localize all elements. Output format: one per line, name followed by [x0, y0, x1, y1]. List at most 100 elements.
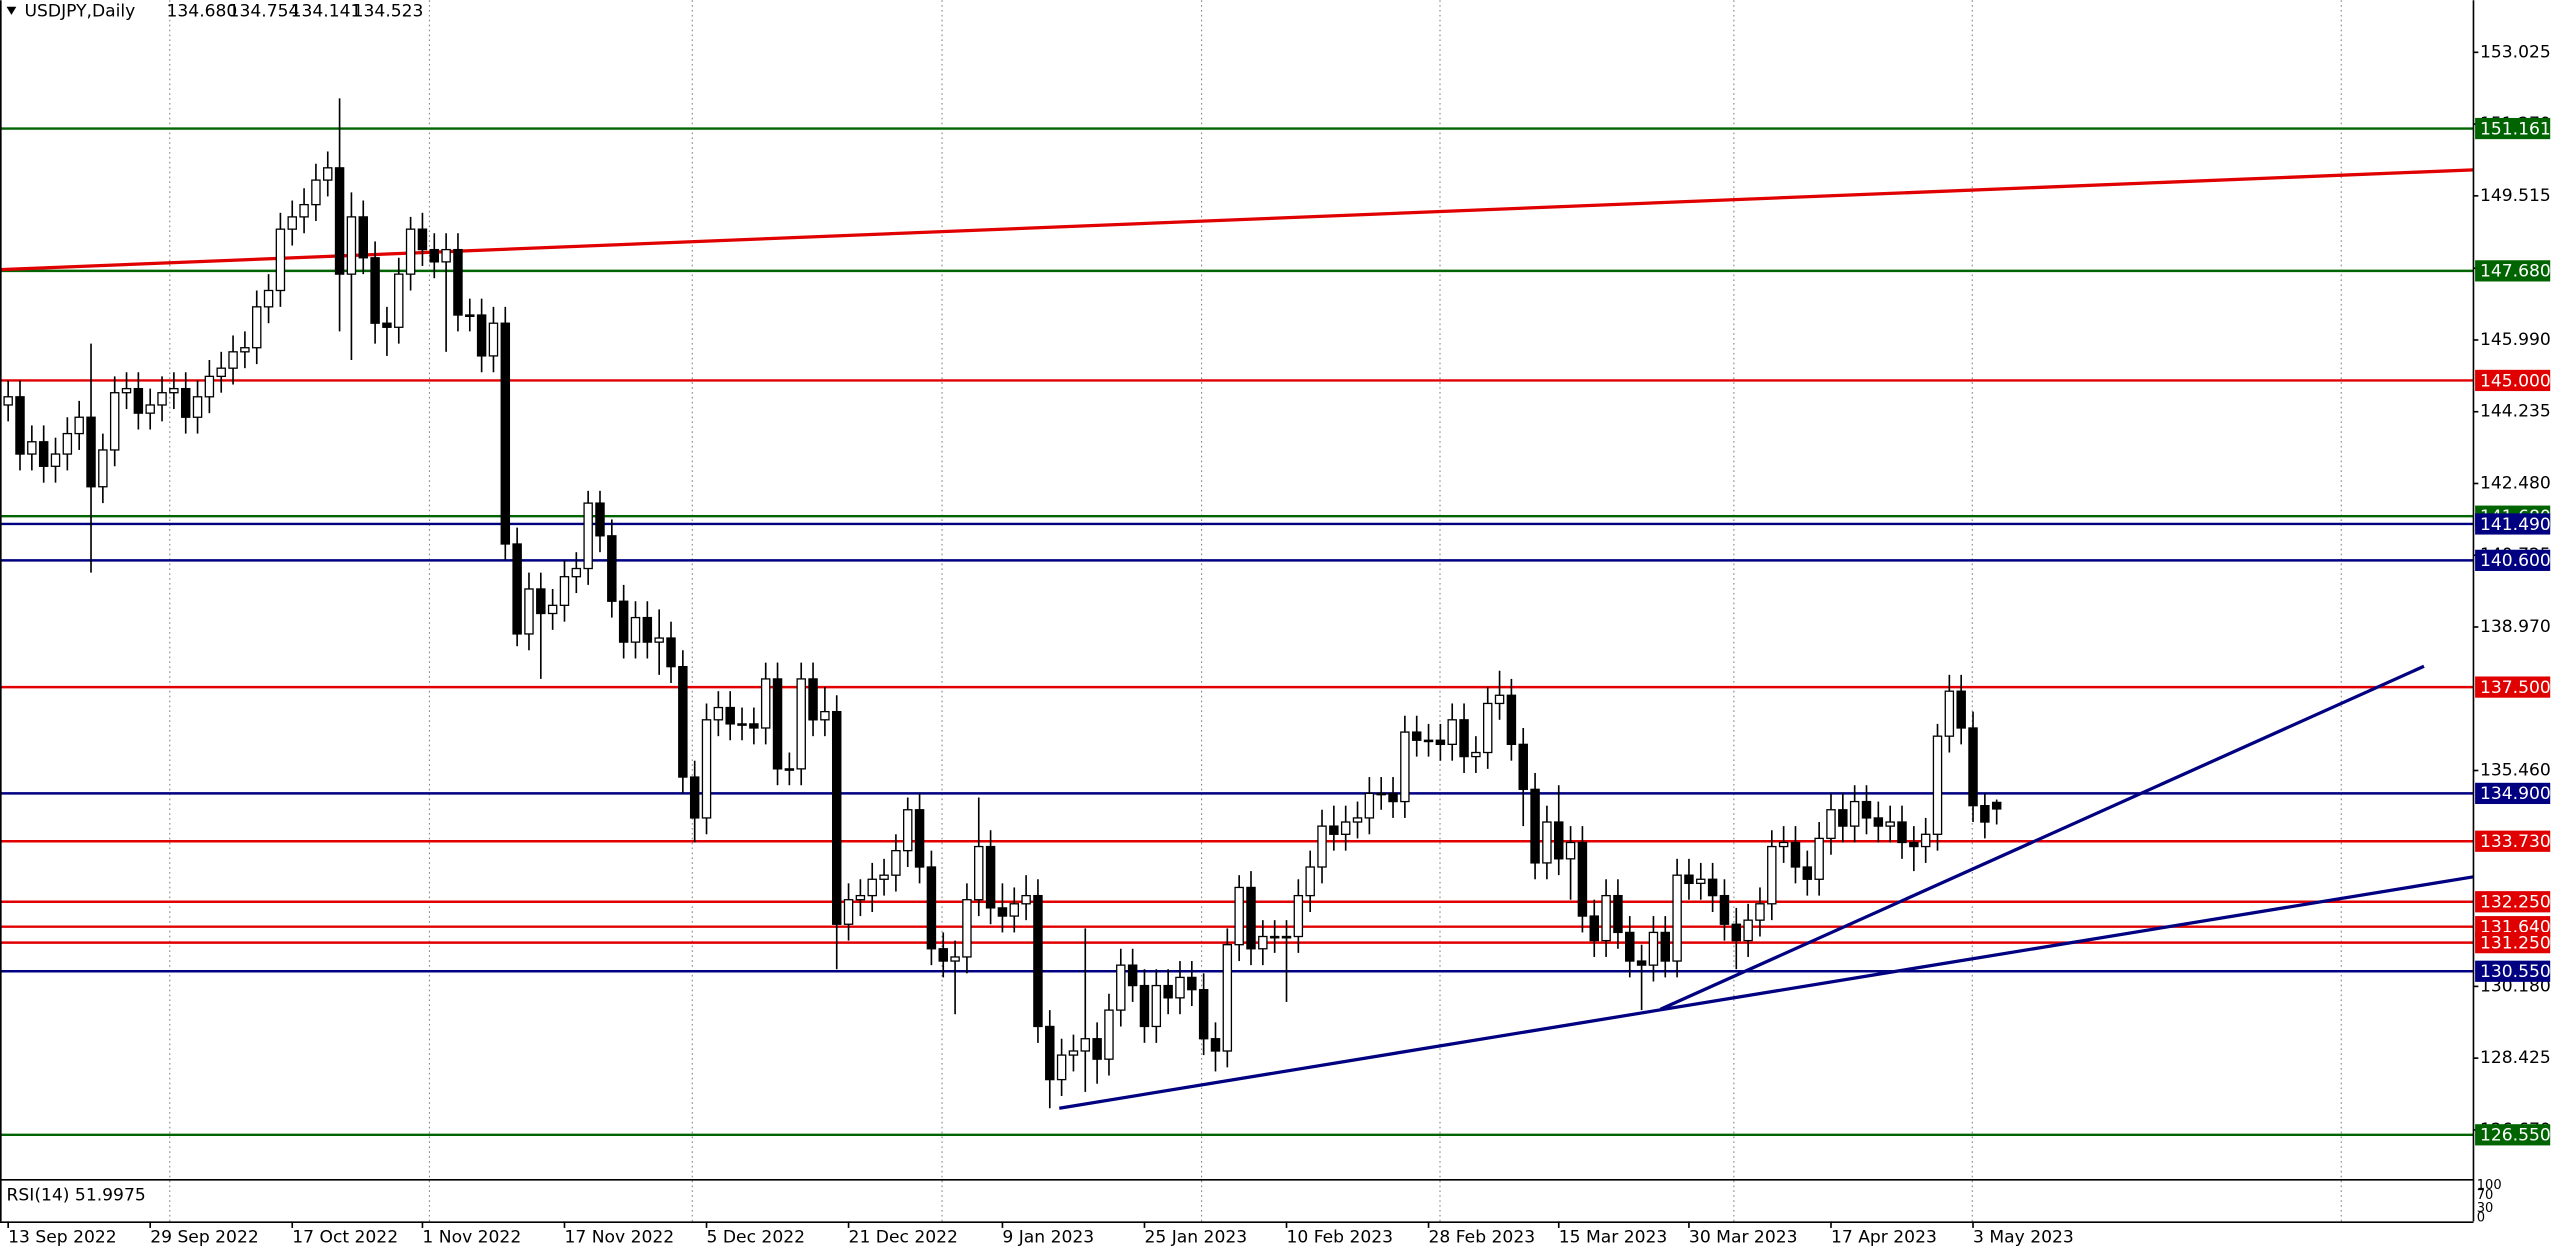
- candle-body: [749, 723, 759, 729]
- candle-body: [216, 367, 226, 378]
- y-tick-label: 128.425: [2480, 1048, 2551, 1068]
- candle-body: [1731, 923, 1742, 942]
- x-tick-label: 29 Sep 2022: [150, 1228, 259, 1248]
- candle-body: [1719, 894, 1730, 925]
- candle-body: [820, 710, 830, 721]
- candle-body: [38, 441, 49, 467]
- candle-body: [1707, 878, 1718, 897]
- x-tick-label: 17 Apr 2023: [1831, 1228, 1937, 1248]
- y-tick-label: 135.460: [2480, 761, 2551, 781]
- candle-body: [607, 535, 617, 602]
- candle-body: [974, 845, 984, 901]
- x-tick-label: 15 Mar 2023: [1559, 1228, 1668, 1248]
- level-label-box: [2475, 117, 2551, 140]
- candle-body: [311, 179, 321, 206]
- candle-body: [1234, 886, 1244, 946]
- x-tick-label: 30 Mar 2023: [1689, 1228, 1798, 1248]
- rsi-label: RSI(14) 51.9975: [7, 1185, 146, 1205]
- candle-body: [27, 441, 37, 455]
- candle-body: [559, 576, 570, 606]
- candle-body: [772, 678, 783, 770]
- candle-body: [1305, 866, 1315, 897]
- y-tick-label: 153.025: [2480, 42, 2551, 62]
- candle-body: [1116, 964, 1126, 1011]
- candle-body: [1814, 837, 1824, 880]
- candle-body: [950, 956, 960, 962]
- candle-body: [784, 768, 795, 771]
- candle-body: [547, 604, 558, 615]
- candle-body: [1222, 944, 1233, 1052]
- candle-body: [1340, 821, 1351, 835]
- y-tick-label: 149.515: [2480, 186, 2551, 206]
- candle-body: [1530, 788, 1540, 864]
- candle-body: [1873, 817, 1884, 827]
- y-tick-label: 138.970: [2480, 617, 2551, 637]
- level-label: 132.250: [2480, 893, 2551, 913]
- candle-body: [938, 948, 948, 962]
- candle-body: [1636, 960, 1647, 966]
- candle-body: [678, 666, 688, 778]
- candle-body: [370, 257, 380, 324]
- candle-body: [488, 322, 499, 357]
- candle-body: [536, 588, 546, 615]
- candle-body: [1423, 739, 1434, 743]
- candle-body: [1198, 989, 1209, 1040]
- candle-body: [879, 874, 889, 880]
- candle-body: [500, 322, 511, 545]
- candle-body: [74, 416, 84, 435]
- x-tick-label: 21 Dec 2022: [849, 1228, 958, 1248]
- x-tick-label: 3 May 2023: [1973, 1228, 2074, 1248]
- candle-body: [737, 723, 747, 726]
- candle-body: [86, 416, 96, 488]
- candle-body: [1293, 894, 1304, 938]
- candle-body: [98, 449, 108, 488]
- candle-body: [405, 228, 416, 275]
- x-tick-label: 17 Oct 2022: [292, 1228, 398, 1248]
- candle-body: [1187, 976, 1197, 991]
- level-label: 133.730: [2480, 832, 2551, 852]
- level-label: 134.900: [2480, 784, 2551, 804]
- candle-body: [287, 216, 297, 230]
- candle-body: [843, 899, 854, 925]
- level-label-box: [2475, 830, 2551, 852]
- candle-body: [962, 899, 972, 958]
- candle-body: [997, 907, 1008, 917]
- candle-body: [1033, 894, 1043, 1028]
- candle-body: [1127, 964, 1138, 987]
- candle-body: [1021, 894, 1031, 905]
- candle-body: [1897, 821, 1907, 844]
- candle-body: [358, 216, 368, 259]
- header-low: 134.141: [291, 2, 362, 22]
- candle-body: [1767, 845, 1777, 905]
- x-tick-label: 17 Nov 2022: [564, 1228, 674, 1248]
- candle-body: [571, 567, 582, 578]
- candle-body: [1625, 931, 1635, 962]
- candle-body: [1092, 1038, 1102, 1060]
- candle-body: [1956, 690, 1966, 729]
- candle-body: [1577, 841, 1588, 917]
- candle-body: [1068, 1050, 1079, 1056]
- candle-body: [1826, 809, 1836, 840]
- candle-body: [299, 203, 309, 218]
- rsi-tick-label: 30: [2477, 1201, 2494, 1216]
- candle-body: [382, 322, 392, 328]
- candle-body: [109, 392, 120, 451]
- candle-body: [1696, 878, 1706, 885]
- candle-body: [642, 616, 653, 643]
- candle-body: [1163, 984, 1173, 999]
- symbol-label: USDJPY,Daily: [24, 2, 135, 22]
- candle-body: [465, 314, 475, 317]
- candle-body: [903, 809, 913, 852]
- candle-body: [1080, 1038, 1091, 1052]
- candle-body: [429, 248, 440, 263]
- candle-body: [1400, 731, 1410, 803]
- candle-body: [204, 375, 215, 398]
- level-label-box: [2475, 513, 2551, 535]
- candle-body: [1494, 694, 1505, 705]
- x-tick-label: 13 Sep 2022: [8, 1228, 117, 1248]
- candle-body: [228, 351, 238, 369]
- candle-body: [1352, 817, 1363, 823]
- level-label: 137.500: [2480, 678, 2551, 698]
